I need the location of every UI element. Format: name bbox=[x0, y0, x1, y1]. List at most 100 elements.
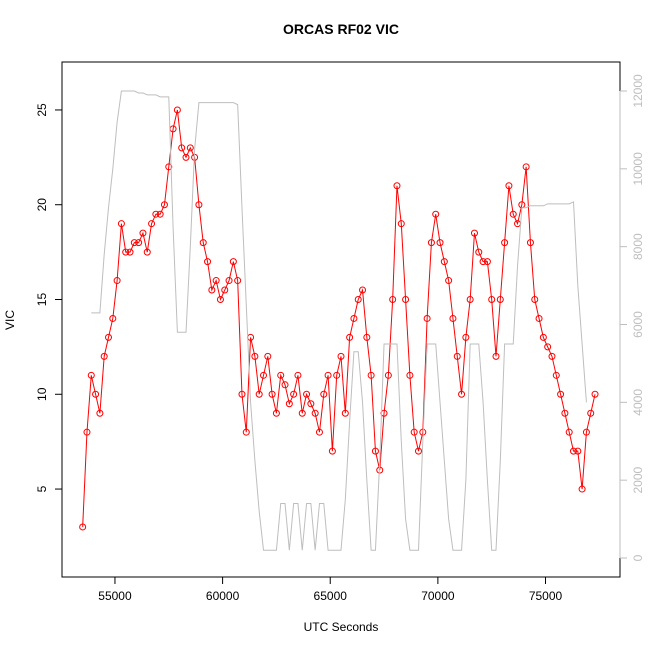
data-point bbox=[216, 296, 224, 304]
data-point bbox=[466, 296, 474, 304]
data-point bbox=[135, 239, 143, 247]
y2-tick-label: 0 bbox=[631, 554, 645, 561]
chart-title: ORCAS RF02 VIC bbox=[283, 21, 399, 37]
data-point bbox=[496, 296, 504, 304]
x-tick-label: 60000 bbox=[206, 589, 240, 603]
data-point bbox=[290, 390, 298, 398]
data-point bbox=[83, 428, 91, 436]
data-point bbox=[371, 447, 379, 455]
data-point bbox=[113, 277, 121, 285]
data-point bbox=[432, 210, 440, 218]
data-point bbox=[337, 352, 345, 360]
data-point bbox=[492, 352, 500, 360]
data-point bbox=[574, 447, 582, 455]
data-point bbox=[195, 201, 203, 209]
data-point bbox=[458, 390, 466, 398]
data-point bbox=[363, 333, 371, 341]
data-point bbox=[251, 352, 259, 360]
series-line bbox=[82, 109, 596, 527]
y2-tick-label: 6000 bbox=[631, 311, 645, 338]
data-point bbox=[393, 182, 401, 190]
y-tick-label: 15 bbox=[35, 293, 49, 307]
data-point bbox=[234, 277, 242, 285]
data-point bbox=[470, 229, 478, 237]
data-point bbox=[294, 371, 302, 379]
data-point bbox=[96, 409, 104, 417]
data-point bbox=[505, 182, 513, 190]
data-point bbox=[359, 286, 367, 294]
data-point bbox=[445, 277, 453, 285]
data-point bbox=[281, 381, 289, 389]
data-point bbox=[173, 106, 181, 114]
data-point bbox=[272, 409, 280, 417]
data-point bbox=[143, 248, 151, 256]
y-tick-label: 5 bbox=[35, 485, 49, 492]
data-point bbox=[552, 371, 560, 379]
y2-tick-label: 12000 bbox=[631, 74, 645, 108]
data-point bbox=[303, 390, 311, 398]
x-axis-label: UTC Seconds bbox=[304, 620, 379, 634]
data-point bbox=[462, 333, 470, 341]
y2-tick-label: 8000 bbox=[631, 233, 645, 260]
data-point bbox=[117, 220, 125, 228]
data-point bbox=[341, 409, 349, 417]
data-point bbox=[561, 409, 569, 417]
data-point bbox=[539, 333, 547, 341]
data-point bbox=[229, 258, 237, 266]
data-point bbox=[130, 239, 138, 247]
data-point bbox=[122, 248, 130, 256]
data-point bbox=[526, 239, 534, 247]
data-point bbox=[328, 447, 336, 455]
y-tick-label: 10 bbox=[35, 387, 49, 401]
y2-tick-label: 2000 bbox=[631, 467, 645, 494]
data-point bbox=[139, 229, 147, 237]
data-point bbox=[268, 390, 276, 398]
data-point bbox=[406, 371, 414, 379]
data-point bbox=[160, 201, 168, 209]
data-point bbox=[285, 400, 293, 408]
data-point bbox=[509, 210, 517, 218]
data-point bbox=[570, 447, 577, 455]
data-point bbox=[264, 352, 272, 360]
data-point bbox=[591, 390, 599, 398]
data-point bbox=[320, 390, 328, 398]
data-point bbox=[212, 277, 220, 285]
data-point bbox=[109, 314, 117, 322]
data-point bbox=[208, 286, 216, 294]
altitude-line bbox=[91, 90, 587, 551]
data-point bbox=[453, 352, 461, 360]
data-point bbox=[225, 277, 233, 285]
data-point bbox=[389, 296, 397, 304]
data-point bbox=[255, 390, 263, 398]
data-point bbox=[531, 296, 539, 304]
data-point bbox=[440, 258, 448, 266]
data-point bbox=[397, 220, 405, 228]
data-point bbox=[423, 314, 431, 322]
data-point bbox=[105, 333, 112, 341]
data-point bbox=[199, 239, 207, 247]
data-point bbox=[242, 428, 250, 436]
data-point bbox=[475, 248, 483, 256]
data-point bbox=[402, 296, 410, 304]
data-point bbox=[535, 314, 543, 322]
data-point bbox=[544, 343, 552, 351]
data-point bbox=[260, 371, 267, 379]
y-tick-label: 20 bbox=[35, 198, 49, 212]
data-point bbox=[354, 296, 362, 304]
data-point bbox=[178, 144, 186, 152]
data-point bbox=[87, 371, 95, 379]
data-point bbox=[204, 258, 212, 266]
data-point bbox=[333, 371, 341, 379]
data-point bbox=[324, 371, 332, 379]
data-point bbox=[367, 371, 375, 379]
data-point bbox=[221, 286, 229, 294]
data-point bbox=[126, 248, 134, 256]
data-point bbox=[384, 371, 392, 379]
data-point bbox=[578, 485, 586, 493]
data-point bbox=[346, 333, 354, 341]
x-tick-label: 70000 bbox=[421, 589, 455, 603]
data-point bbox=[152, 210, 160, 218]
data-point bbox=[587, 409, 595, 417]
data-point bbox=[311, 409, 319, 417]
